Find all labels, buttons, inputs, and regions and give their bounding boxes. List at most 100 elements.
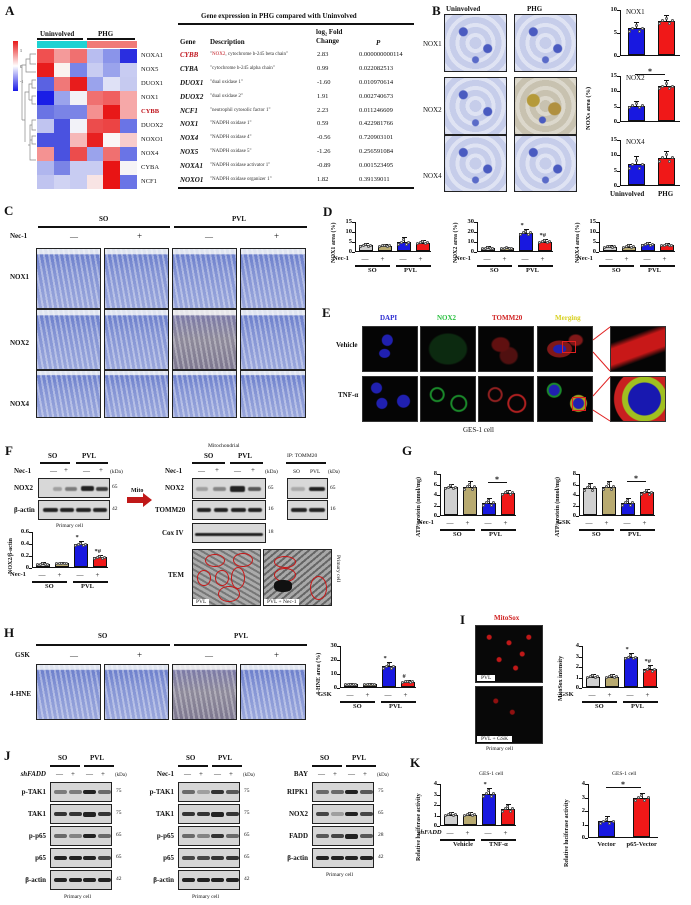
data-point [664, 152, 668, 156]
data-point [670, 243, 673, 247]
sign: — [384, 691, 392, 699]
heatmap-cell [70, 175, 87, 189]
data-point [642, 490, 646, 494]
group-line [440, 839, 475, 841]
y-tick [585, 784, 588, 785]
ihc-image [172, 248, 237, 309]
y-tick-label: 4 [581, 780, 585, 787]
sign: — [623, 519, 631, 527]
heatmap-grid [37, 49, 137, 189]
blot-row-label: FADD [289, 832, 308, 840]
chart-axes [32, 532, 108, 568]
blot-strip [50, 782, 112, 802]
data-point [387, 662, 390, 666]
row-label: TNF-α [338, 391, 359, 399]
y-tick [437, 484, 440, 486]
data-point [634, 158, 638, 162]
y-tick-label: 2 [572, 501, 576, 509]
fold-change: 1.91 [317, 92, 329, 100]
ihc-image [240, 370, 306, 418]
y-tick [576, 516, 579, 517]
blot-strip [38, 500, 110, 520]
group-label: SO [453, 531, 462, 538]
error-cap [448, 483, 454, 485]
data-point [629, 653, 632, 657]
group-line [340, 701, 375, 703]
y-tick [437, 505, 440, 507]
y-tick-label: 0.4 [20, 540, 29, 547]
y-tick-label: 6 [572, 480, 576, 488]
sign: — [86, 770, 93, 778]
sign: + [137, 650, 143, 660]
tem-image-pvl: PVL [192, 549, 261, 606]
heatmap-cell [53, 119, 71, 133]
group-line [36, 644, 170, 646]
data-point [628, 166, 631, 170]
y-tick-label: 0 [433, 512, 437, 519]
chart-axes [340, 646, 416, 688]
error-cap [386, 661, 392, 663]
blot-strip [50, 870, 112, 890]
band [225, 790, 239, 794]
fluorescence-zoom-image [610, 376, 666, 422]
tem-image-pvl-nec1: PVL + Nec-1 [263, 549, 332, 606]
heatmap-row-label: NOX1 [141, 94, 159, 101]
sign: + [624, 255, 629, 263]
y-tick [337, 660, 340, 661]
caption: Primary cell [64, 894, 92, 900]
data-point [664, 81, 668, 85]
chart-h-4hne: 0 10 20 30 4-HNE area (%) * # GSK — + — + SO PVL [316, 642, 430, 714]
blot-row-label: NOX2 [14, 484, 34, 492]
data-point [506, 804, 509, 808]
band [196, 790, 210, 794]
blot-row-label: Cox IV [162, 529, 184, 537]
kda-value: 65 [244, 832, 250, 838]
bar [462, 486, 477, 515]
band [225, 834, 239, 838]
y-tick [576, 505, 579, 507]
data-point [484, 501, 488, 505]
band [359, 856, 373, 860]
data-point [637, 30, 641, 34]
gene-description: "neutrophil cytosolic factor 1" [210, 108, 271, 113]
chart-axes [599, 222, 675, 252]
group-label: PVL [404, 267, 417, 274]
group-label: SO [186, 754, 196, 762]
heatmap-cell [53, 105, 71, 119]
kda-value: 75 [244, 810, 250, 816]
header-description: Description [210, 38, 245, 46]
sign: + [101, 770, 105, 778]
ihc-image [444, 14, 507, 72]
heatmap-cell [53, 49, 71, 63]
desc-highlight: NOX2 [212, 52, 226, 57]
chart-d-nox1: 0 5 10 15 NOX1 area (%) Nec-1— + — + SO PVL [331, 218, 445, 278]
group-label: SO [612, 267, 621, 274]
heatmap-cell [70, 49, 87, 63]
group-label: PVL [82, 452, 96, 460]
sign: — [38, 571, 46, 579]
heatmap-cell [86, 175, 104, 189]
y-tick [617, 140, 620, 141]
sign: + [503, 519, 508, 527]
gene-name: DUOX2 [180, 92, 204, 101]
band [211, 834, 224, 838]
y-tick [437, 805, 440, 806]
sign: — [588, 691, 596, 699]
blot-row-label: p-p65 [28, 832, 46, 840]
fold-change: -1.60 [317, 78, 331, 86]
data-point [633, 798, 637, 802]
heatmap-cell [103, 133, 120, 147]
kda-label: (kDa) [243, 773, 255, 778]
y-axis-label: NOX2/β-actin [8, 538, 14, 574]
side-caption: Primary cell [335, 555, 341, 583]
heatmap-cell [103, 77, 120, 91]
sign: + [333, 770, 337, 778]
data-point [640, 793, 643, 797]
data-point [628, 30, 631, 34]
data-point [646, 242, 649, 246]
sign: + [137, 231, 143, 241]
bar [623, 657, 638, 687]
significance-mark: *# [644, 658, 652, 665]
error-cap [664, 80, 669, 82]
x-label: p65-Vector [626, 841, 657, 848]
